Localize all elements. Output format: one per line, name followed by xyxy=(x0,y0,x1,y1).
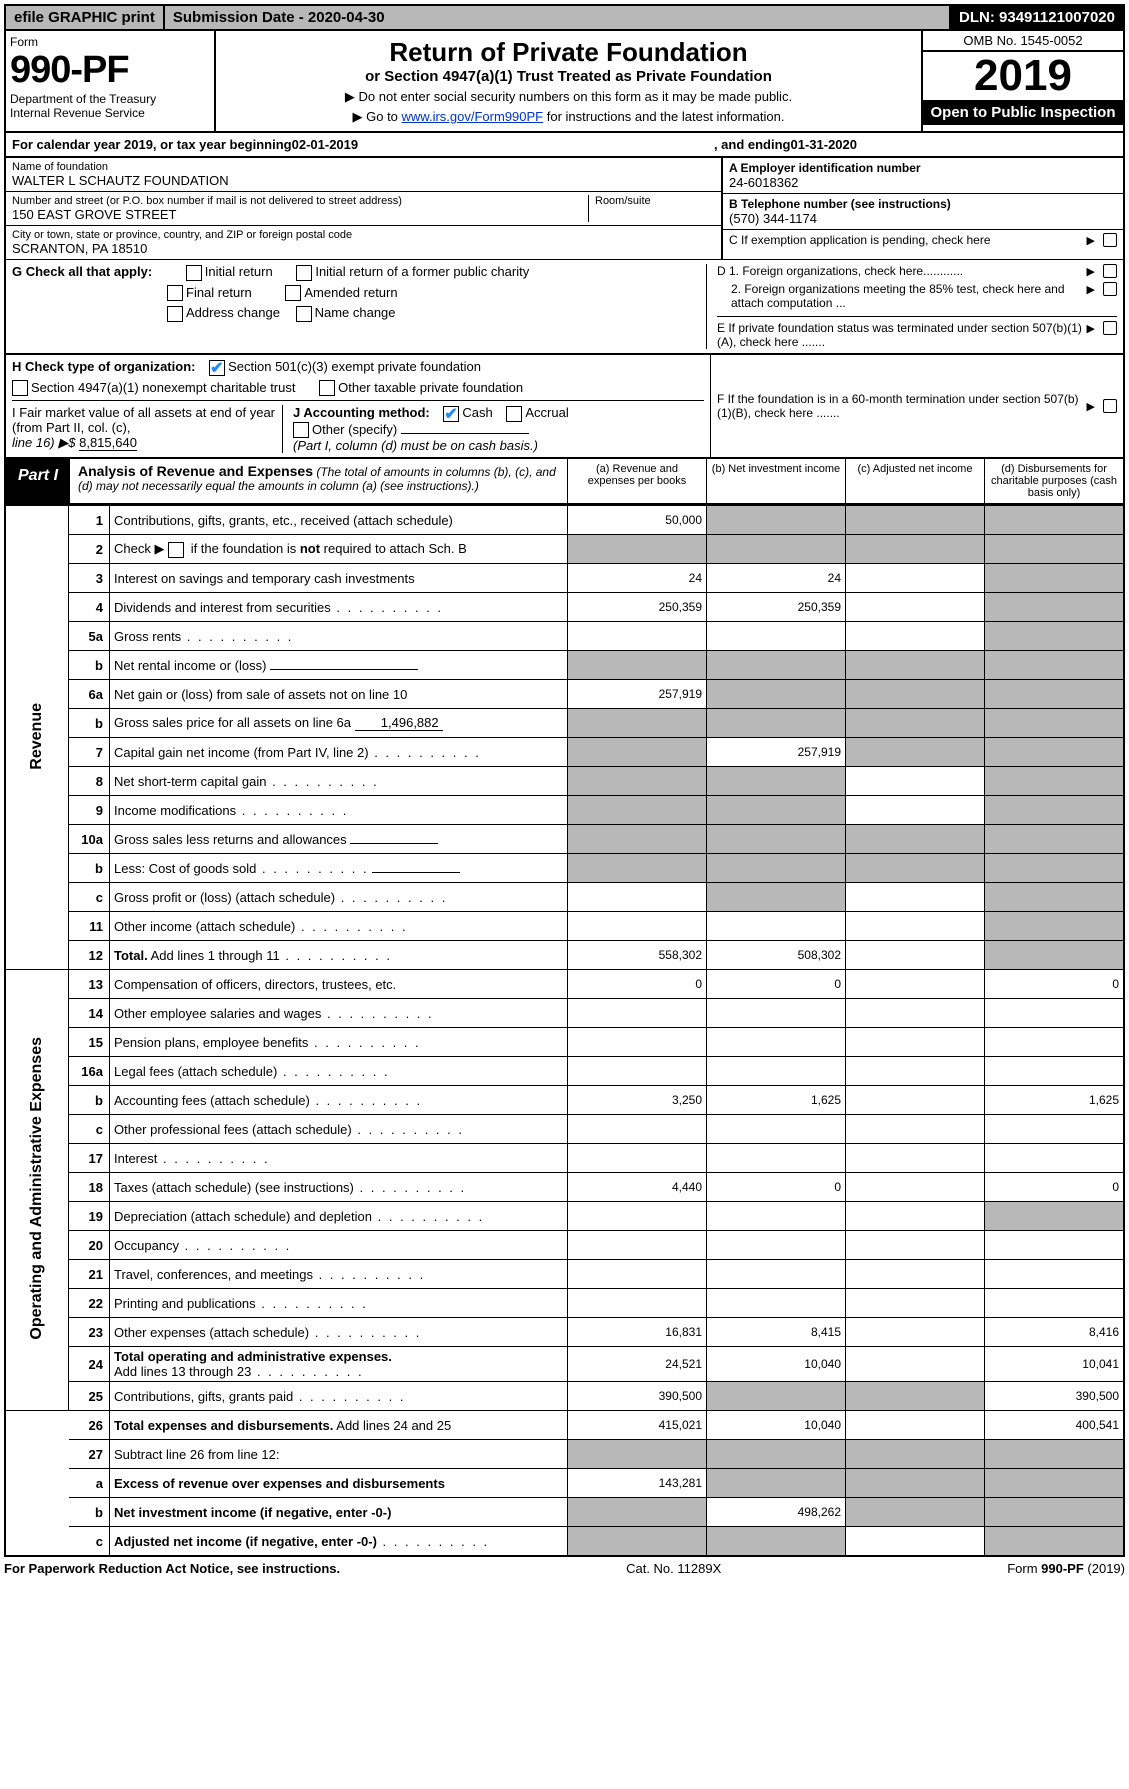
col-b: (b) Net investment income xyxy=(707,459,846,503)
exemption-checkbox[interactable] xyxy=(1103,233,1117,247)
efile-label[interactable]: efile GRAPHIC print xyxy=(6,6,165,29)
d1-label: D 1. Foreign organizations, check here..… xyxy=(717,264,1087,278)
col-d: (d) Disbursements for charitable purpose… xyxy=(985,459,1123,503)
calyear-begin: 02-01-2019 xyxy=(292,137,359,152)
chk-e[interactable] xyxy=(1103,321,1117,335)
irs-link[interactable]: www.irs.gov/Form990PF xyxy=(402,109,544,124)
note-goto-pre: ▶ Go to xyxy=(353,109,402,124)
footer-mid: Cat. No. 11289X xyxy=(626,1561,721,1576)
open-public: Open to Public Inspection xyxy=(923,100,1123,125)
part1-label: Part I xyxy=(6,459,70,503)
arrow-icon xyxy=(1087,233,1097,247)
chk-f[interactable] xyxy=(1103,399,1117,413)
chk-other-method[interactable] xyxy=(293,422,309,438)
phone-label: B Telephone number (see instructions) xyxy=(729,197,1117,211)
form-subtitle: or Section 4947(a)(1) Trust Treated as P… xyxy=(222,68,915,85)
ein-value: 24-6018362 xyxy=(729,175,1117,190)
dln: DLN: 93491121007020 xyxy=(951,6,1123,29)
name-label: Name of foundation xyxy=(12,161,715,173)
d2-label: 2. Foreign organizations meeting the 85%… xyxy=(717,282,1087,310)
col-c: (c) Adjusted net income xyxy=(846,459,985,503)
exemption-label: C If exemption application is pending, c… xyxy=(729,233,1087,247)
foundation-name: WALTER L SCHAUTZ FOUNDATION xyxy=(12,173,715,188)
e-label: E If private foundation status was termi… xyxy=(717,321,1087,349)
part1-header: Part I Analysis of Revenue and Expenses … xyxy=(4,459,1125,505)
chk-final[interactable] xyxy=(167,285,183,301)
chk-d2[interactable] xyxy=(1103,282,1117,296)
top-bar: efile GRAPHIC print Submission Date - 20… xyxy=(4,4,1125,31)
calyear-end: 01-31-2020 xyxy=(791,137,858,152)
identity-block: Name of foundation WALTER L SCHAUTZ FOUN… xyxy=(4,158,1125,259)
g-label: G Check all that apply: xyxy=(12,264,152,279)
footer-left: For Paperwork Reduction Act Notice, see … xyxy=(4,1561,340,1576)
tax-year: 2019 xyxy=(923,52,1123,100)
form-label: Form xyxy=(10,35,210,49)
f-label: F If the foundation is in a 60-month ter… xyxy=(717,392,1087,420)
form-header: Form 990-PF Department of the Treasury I… xyxy=(4,31,1125,133)
chk-amended[interactable] xyxy=(285,285,301,301)
i-label: I Fair market value of all assets at end… xyxy=(12,405,275,435)
chk-4947[interactable] xyxy=(12,380,28,396)
h-label: H Check type of organization: xyxy=(12,359,195,374)
col-a: (a) Revenue and expenses per books xyxy=(568,459,707,503)
dept: Department of the Treasury xyxy=(10,92,210,106)
omb-number: OMB No. 1545-0052 xyxy=(923,31,1123,52)
chk-address[interactable] xyxy=(167,306,183,322)
part1-title: Analysis of Revenue and Expenses xyxy=(78,463,313,479)
note-goto-post: for instructions and the latest informat… xyxy=(543,109,784,124)
j-note: (Part I, column (d) must be on cash basi… xyxy=(293,438,538,453)
addr-label: Number and street (or P.O. box number if… xyxy=(12,195,588,207)
ein-label: A Employer identification number xyxy=(729,161,1117,175)
chk-501c3[interactable] xyxy=(209,360,225,376)
form-number: 990-PF xyxy=(10,49,210,92)
irs: Internal Revenue Service xyxy=(10,106,210,120)
form-title: Return of Private Foundation xyxy=(222,37,915,68)
chk-schb[interactable] xyxy=(168,542,184,558)
j-label: J Accounting method: xyxy=(293,405,430,420)
chk-initial[interactable] xyxy=(186,265,202,281)
checks-block-g: G Check all that apply: Initial return I… xyxy=(4,259,1125,355)
calendar-year-row: For calendar year 2019, or tax year begi… xyxy=(4,133,1125,158)
chk-name[interactable] xyxy=(296,306,312,322)
room-label: Room/suite xyxy=(595,195,715,207)
chk-initial-former[interactable] xyxy=(296,265,312,281)
street-address: 150 EAST GROVE STREET xyxy=(12,207,588,222)
calyear-mid: , and ending xyxy=(714,137,791,152)
part1-table: Revenue 1Contributions, gifts, grants, e… xyxy=(4,505,1125,1557)
chk-other-tax[interactable] xyxy=(319,380,335,396)
footer: For Paperwork Reduction Act Notice, see … xyxy=(4,1557,1125,1580)
chk-d1[interactable] xyxy=(1103,264,1117,278)
revenue-label: Revenue xyxy=(28,703,46,770)
submission-date: Submission Date - 2020-04-30 xyxy=(165,6,951,29)
phone-value: (570) 344-1174 xyxy=(729,211,1117,226)
i-line16: line 16) ▶$ xyxy=(12,435,75,450)
footer-right: Form 990-PF (2019) xyxy=(1007,1561,1125,1576)
note-ssn: ▶ Do not enter social security numbers o… xyxy=(222,89,915,105)
city-label: City or town, state or province, country… xyxy=(12,229,715,241)
expenses-label: Operating and Administrative Expenses xyxy=(28,1037,46,1340)
chk-cash[interactable] xyxy=(443,406,459,422)
city-state-zip: SCRANTON, PA 18510 xyxy=(12,241,715,256)
calyear-prefix: For calendar year 2019, or tax year begi… xyxy=(12,137,292,152)
hij-block: H Check type of organization: Section 50… xyxy=(4,355,1125,459)
chk-accrual[interactable] xyxy=(506,406,522,422)
fmv-value: 8,815,640 xyxy=(79,435,137,451)
